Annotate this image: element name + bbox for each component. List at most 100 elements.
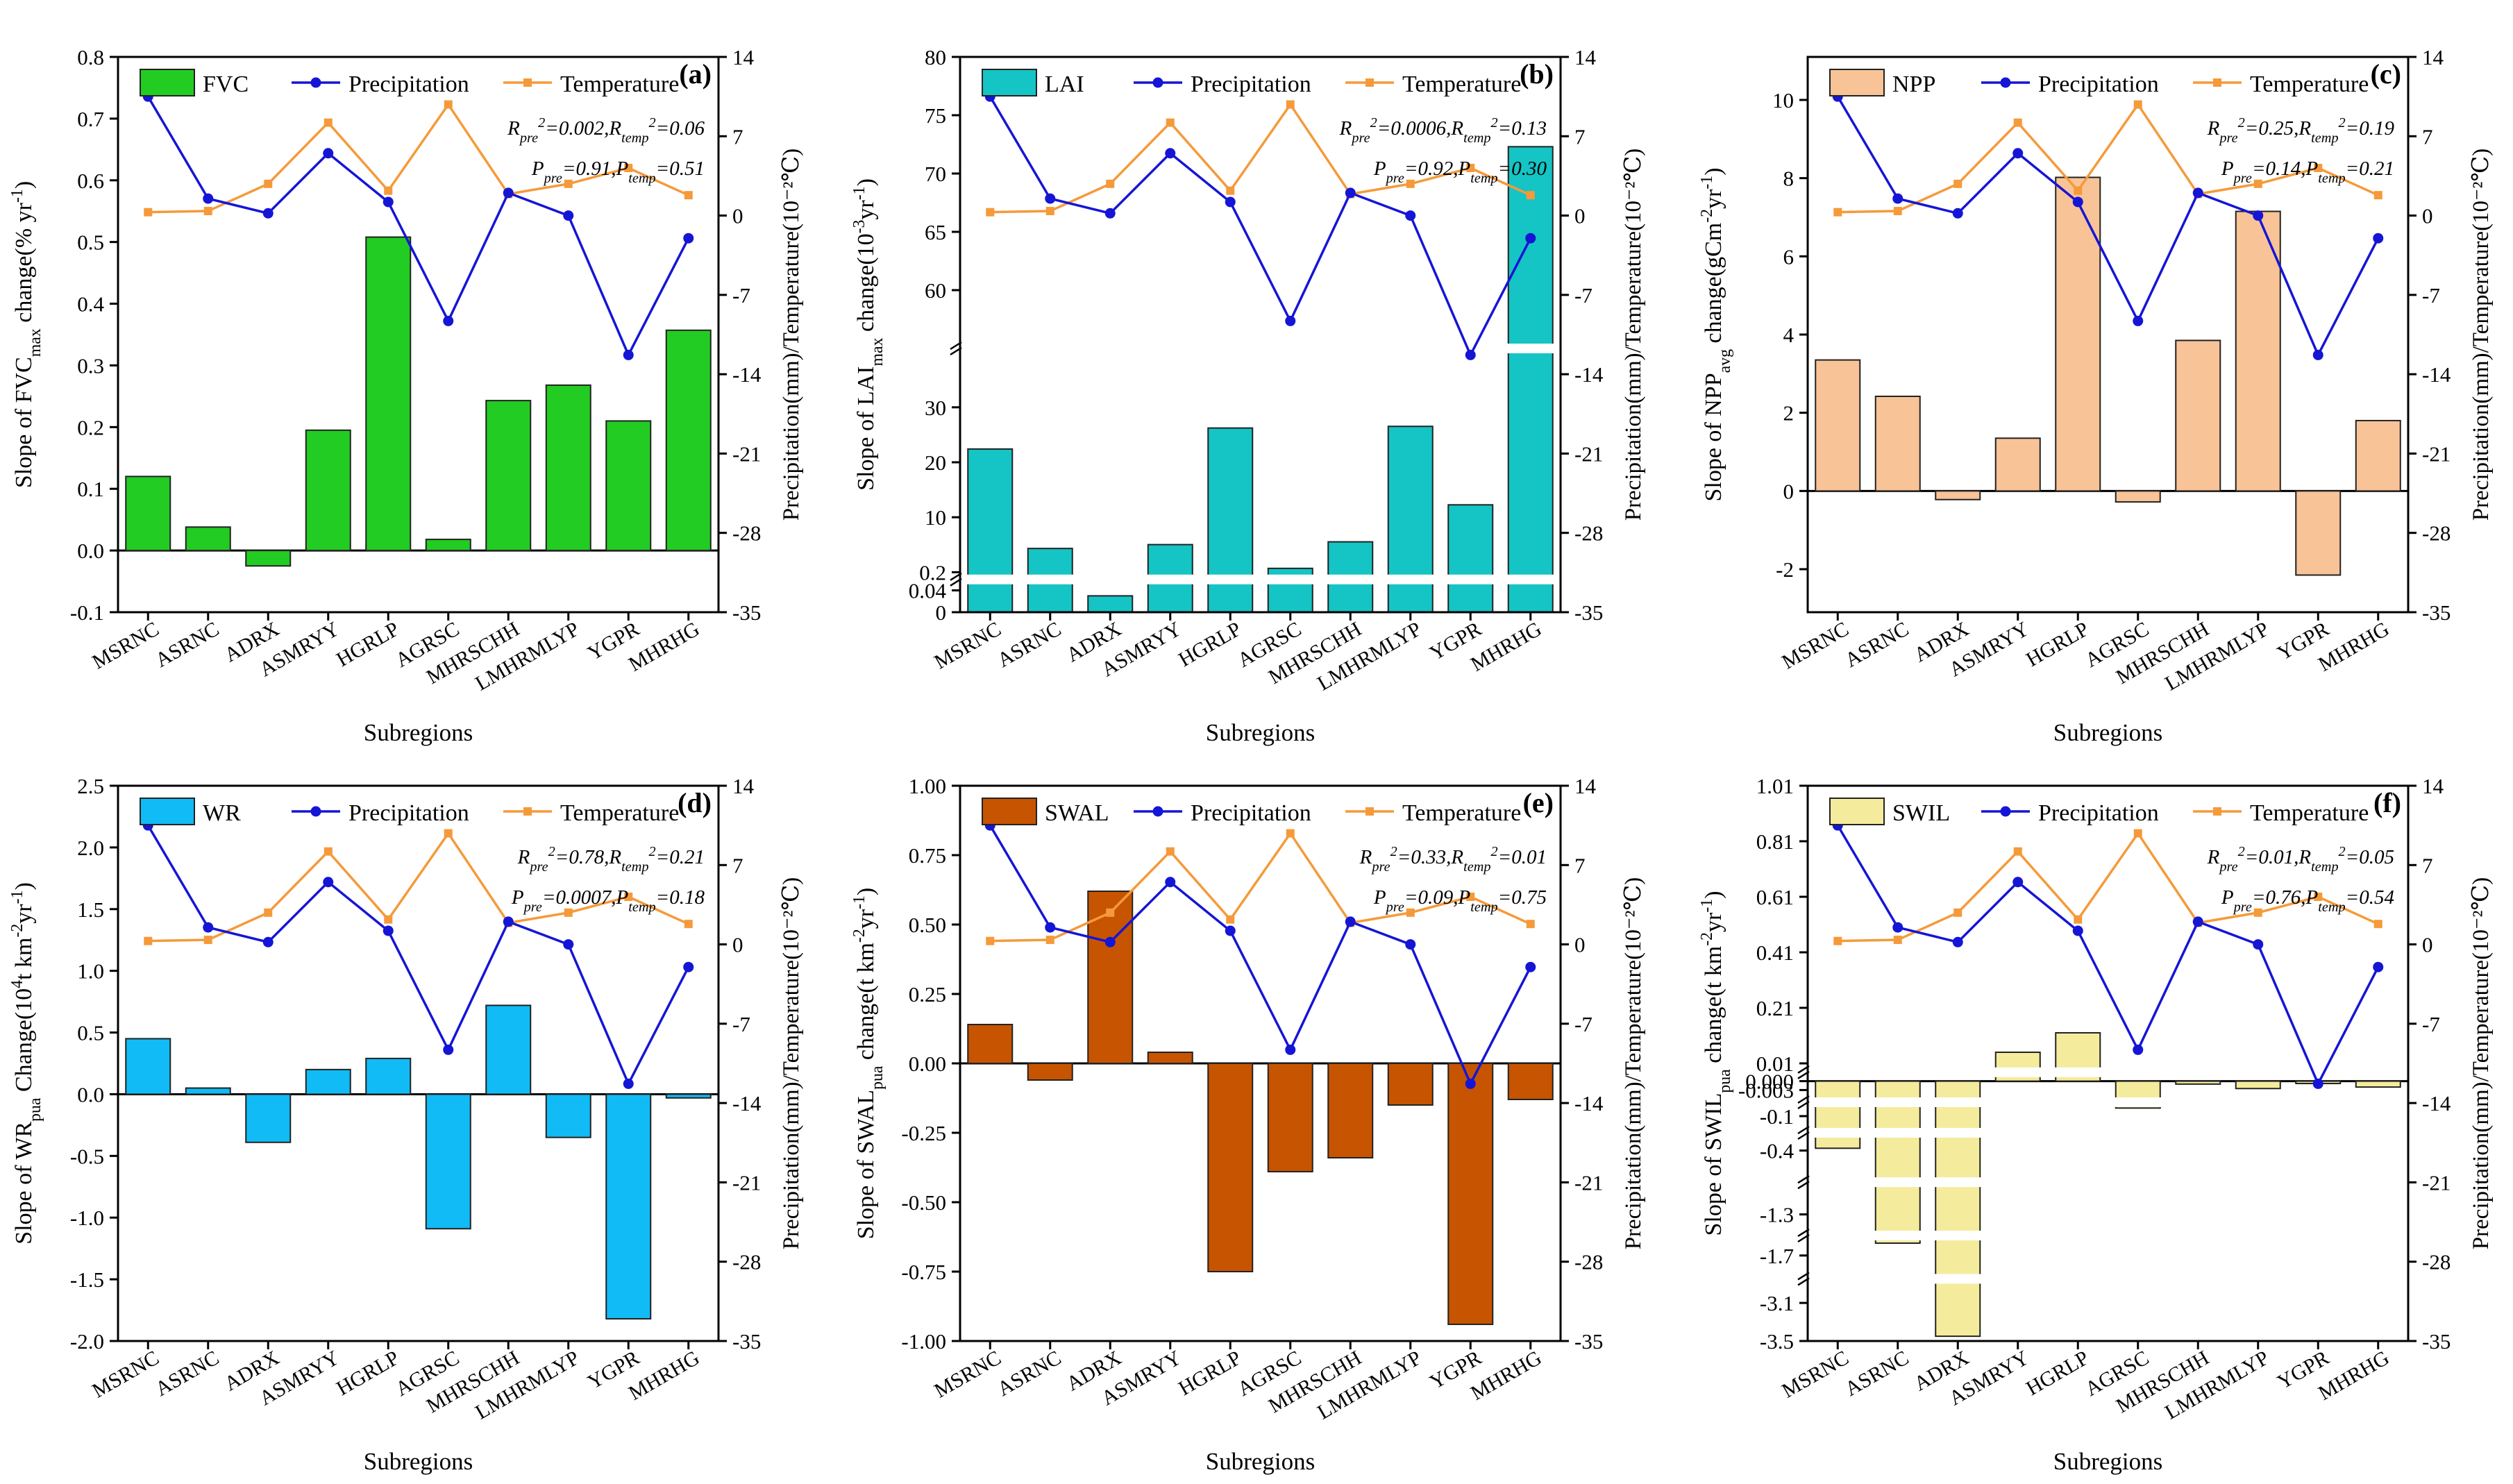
y-tick-label: 0.75	[909, 843, 946, 868]
bar-mhrhg	[1507, 146, 1554, 614]
temperature-point	[2253, 908, 2262, 917]
temperature-point	[2314, 164, 2323, 172]
bar-mhrhg	[665, 329, 712, 552]
x-tick-label: ASRNC	[151, 617, 223, 672]
stats-p: Ppre=0.91,Ptemp=0.51	[531, 158, 705, 186]
stats-p: Ppre=0.0007,Ptemp=0.18	[511, 886, 705, 915]
temperature-point	[2373, 191, 2382, 200]
legend-bar-swatch	[1829, 69, 1885, 96]
x-axis-title: Subregions	[1206, 719, 1316, 746]
right-tick-label: 14	[1574, 45, 1597, 69]
y-tick-label: 1.0	[77, 959, 104, 984]
x-axis-title: Subregions	[364, 1448, 473, 1475]
precipitation-point	[2312, 1078, 2323, 1089]
panel-npp: -20246810-35-28-21-14-70714MSRNCASRNCADR…	[1698, 45, 2494, 746]
precipitation-point	[2253, 939, 2264, 950]
bar-asrnc	[185, 526, 231, 552]
axis-break	[1790, 1274, 2406, 1284]
y-tick-label: 4	[1783, 323, 1795, 347]
bar-mhrschh	[2175, 339, 2221, 492]
y-tick-label: 0.81	[1756, 829, 1794, 854]
right-tick-label: -35	[2422, 1329, 2451, 1354]
precipitation-point	[383, 925, 394, 936]
y-tick-label: 0.01	[1756, 1052, 1794, 1076]
temperature-point	[384, 915, 393, 924]
panel-wr: -2.0 -1.5 -1.0 -0.5 0.0 0.5 1.0 1.5 2.0 2.5 -35 -28…	[8, 774, 804, 1475]
precipitation-point	[2253, 210, 2264, 221]
bar-lmhrmlyp	[545, 1093, 591, 1138]
bar-adrx	[1087, 891, 1134, 1064]
precipitation-point	[1952, 208, 1963, 219]
precipitation-point	[443, 315, 454, 326]
bar-msrnc	[967, 1024, 1014, 1064]
precipitation-point	[1104, 936, 1116, 947]
temperature-point	[203, 936, 212, 945]
precipitation-point	[563, 939, 574, 950]
y-tick-label: 8	[1783, 167, 1795, 191]
y-tick-label: 0.7	[77, 107, 104, 131]
right-tick-label: -21	[1574, 1170, 1603, 1195]
bar-hgrlp	[365, 1057, 412, 1095]
precipitation-point	[323, 877, 334, 888]
precipitation-point	[1892, 922, 1903, 933]
right-tick-label: -21	[732, 441, 761, 466]
bar-adrx	[1935, 1080, 1981, 1338]
temperature-point	[2074, 186, 2083, 195]
temperature-point	[203, 207, 212, 216]
y-tick-label: 0	[936, 600, 947, 625]
temperature-point	[1466, 893, 1475, 901]
legend-temp-marker	[1365, 807, 1374, 816]
bar-msrnc	[1815, 1080, 1861, 1149]
precipitation-point	[2012, 148, 2024, 159]
y-tick-label: 0.5	[77, 1021, 104, 1045]
stats-r2: Rpre2=0.33,Rtemp2=0.01	[1359, 844, 1547, 875]
y-axis-title: Slope of SWALpua change(t km-2yr-1)	[850, 888, 886, 1240]
right-tick-label: 0	[1574, 204, 1586, 228]
precipitation-point	[1525, 233, 1536, 244]
legend-temp-label: Temperature	[2250, 800, 2369, 826]
temperature-point	[444, 100, 453, 109]
bar-hgrlp	[2055, 176, 2101, 492]
bar-asmryy	[1994, 437, 2041, 492]
stats-p: Ppre=0.92,Ptemp=0.30	[1373, 158, 1547, 186]
bar-lmhrmlyp	[1387, 425, 1434, 613]
precipitation-point	[2133, 1044, 2144, 1055]
legend-bar-label: WR	[203, 800, 241, 826]
right-tick-label: -14	[732, 362, 762, 387]
bar-adrx	[1087, 595, 1134, 613]
precipitation-point	[503, 916, 514, 927]
x-tick-label: HGRLP	[1175, 1346, 1245, 1400]
bar-lmhrmlyp	[2235, 210, 2281, 492]
precipitation-point	[2012, 877, 2024, 888]
precipitation-point	[1285, 315, 1296, 326]
right-tick-label: -14	[2422, 362, 2451, 387]
y-tick-label: 0.21	[1756, 996, 1794, 1020]
right-tick-label: 7	[1574, 853, 1586, 877]
temperature-point	[384, 186, 393, 195]
y-tick-label: 20	[925, 450, 946, 475]
bar-ygpr	[605, 1093, 652, 1319]
temperature-point	[2314, 893, 2323, 901]
temperature-point	[1045, 936, 1054, 945]
temperature-point	[144, 208, 153, 217]
legend-bar-label: SWAL	[1045, 800, 1109, 826]
x-tick-label: HGRLP	[1175, 617, 1245, 671]
panel-label: (f)	[2373, 787, 2401, 818]
precipitation-point	[2312, 349, 2323, 360]
right-tick-label: -35	[1574, 600, 1603, 625]
precipitation-line	[146, 96, 690, 358]
temperature-point	[564, 908, 573, 917]
precipitation-point	[1165, 877, 1176, 888]
y-axis-title: Slope of WRpua Change(104t km-2yr-1)	[8, 882, 44, 1245]
stats-p: Ppre=0.76,Ptemp=0.54	[2221, 886, 2394, 915]
temperature-line	[148, 102, 689, 214]
bar-hgrlp	[365, 236, 412, 552]
legend-temp-marker	[1365, 78, 1374, 87]
legend-bar-swatch	[982, 798, 1037, 825]
right-tick-label: -28	[2422, 521, 2451, 546]
precipitation-line	[1836, 96, 2380, 358]
y-tick-label: -0.003	[1738, 1078, 1794, 1102]
bar-lmhrmlyp	[2235, 1080, 2281, 1090]
right-tick-label: 7	[1574, 124, 1586, 149]
legend-temp-label: Temperature	[1402, 71, 1521, 97]
